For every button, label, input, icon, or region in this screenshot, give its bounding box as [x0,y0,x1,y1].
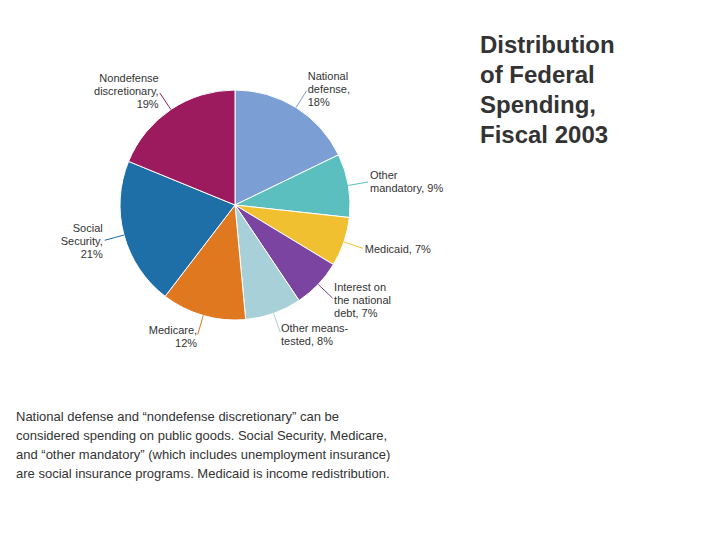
svg-text:Nondefensediscretionary,19%: Nondefensediscretionary,19% [94,72,159,110]
svg-text:SocialSecurity,21%: SocialSecurity,21% [61,222,103,260]
svg-text:Medicaid, 7%: Medicaid, 7% [365,243,431,255]
svg-text:Othermandatory, 9%: Othermandatory, 9% [370,169,443,194]
html-text:Distribution of Federal Spendi: Distribution of Federal Spending, Fiscal… [480,31,615,148]
html-text:National defense and “nondefen: National defense and “nondefense discret… [16,409,391,481]
svg-text:Other means-tested, 8%: Other means-tested, 8% [281,322,349,347]
svg-text:Medicare,12%: Medicare,12% [149,324,198,349]
svg-text:Nationaldefense,18%: Nationaldefense,18% [308,70,350,108]
svg-text:Interest onthe nationaldebt, 7: Interest onthe nationaldebt, 7% [334,281,391,319]
